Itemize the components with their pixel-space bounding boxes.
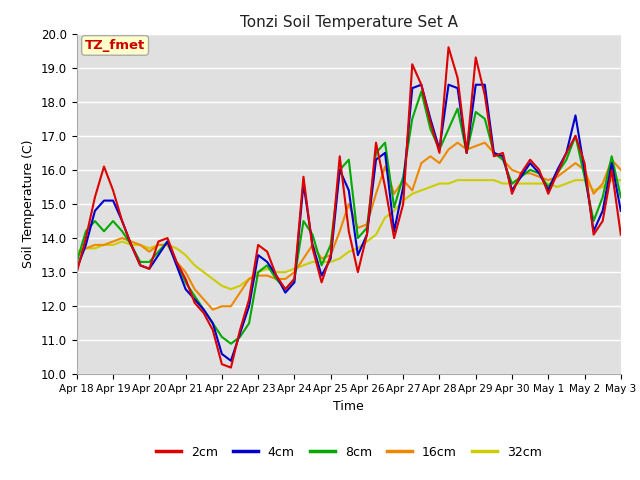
Y-axis label: Soil Temperature (C): Soil Temperature (C) (22, 140, 35, 268)
Legend: 2cm, 4cm, 8cm, 16cm, 32cm: 2cm, 4cm, 8cm, 16cm, 32cm (151, 441, 547, 464)
Title: Tonzi Soil Temperature Set A: Tonzi Soil Temperature Set A (240, 15, 458, 30)
Text: TZ_fmet: TZ_fmet (85, 39, 145, 52)
X-axis label: Time: Time (333, 400, 364, 413)
